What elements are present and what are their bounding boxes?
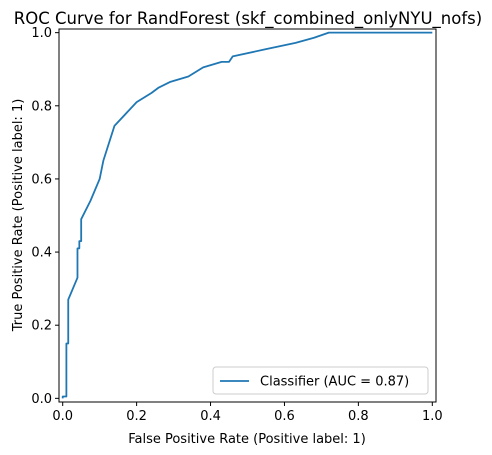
y-tick-label: 0.8 xyxy=(31,99,52,114)
legend-box xyxy=(212,366,429,395)
x-tick-label: 0.8 xyxy=(348,409,369,424)
y-tick-label: 0.4 xyxy=(31,246,52,261)
y-tick-label: 1.0 xyxy=(31,26,52,41)
x-axis-ticks: 0.0 0.2 0.4 0.6 0.8 1.0 xyxy=(52,402,443,424)
y-tick-label: 0.6 xyxy=(31,172,52,187)
x-axis-label: False Positive Rate (Positive label: 1) xyxy=(128,432,366,447)
legend-label: Classifier (AUC = 0.87) xyxy=(260,375,409,390)
chart-title: ROC Curve for RandForest (skf_combined_o… xyxy=(14,9,482,29)
x-tick-label: 0.2 xyxy=(126,409,147,424)
x-tick-label: 0.0 xyxy=(52,409,73,424)
y-axis-ticks: 0.0 0.2 0.4 0.6 0.8 1.0 xyxy=(31,26,59,407)
x-tick-label: 1.0 xyxy=(422,409,443,424)
x-tick-label: 0.6 xyxy=(274,409,295,424)
plot-area xyxy=(58,28,437,403)
x-tick-label: 0.4 xyxy=(200,409,221,424)
roc-curve-line xyxy=(61,31,433,399)
legend: Classifier (AUC = 0.87) xyxy=(212,366,429,395)
y-tick-label: 0.2 xyxy=(31,319,52,334)
y-tick-label: 0.0 xyxy=(31,392,52,407)
y-axis-label: True Positive Rate (Positive label: 1) xyxy=(11,99,26,333)
